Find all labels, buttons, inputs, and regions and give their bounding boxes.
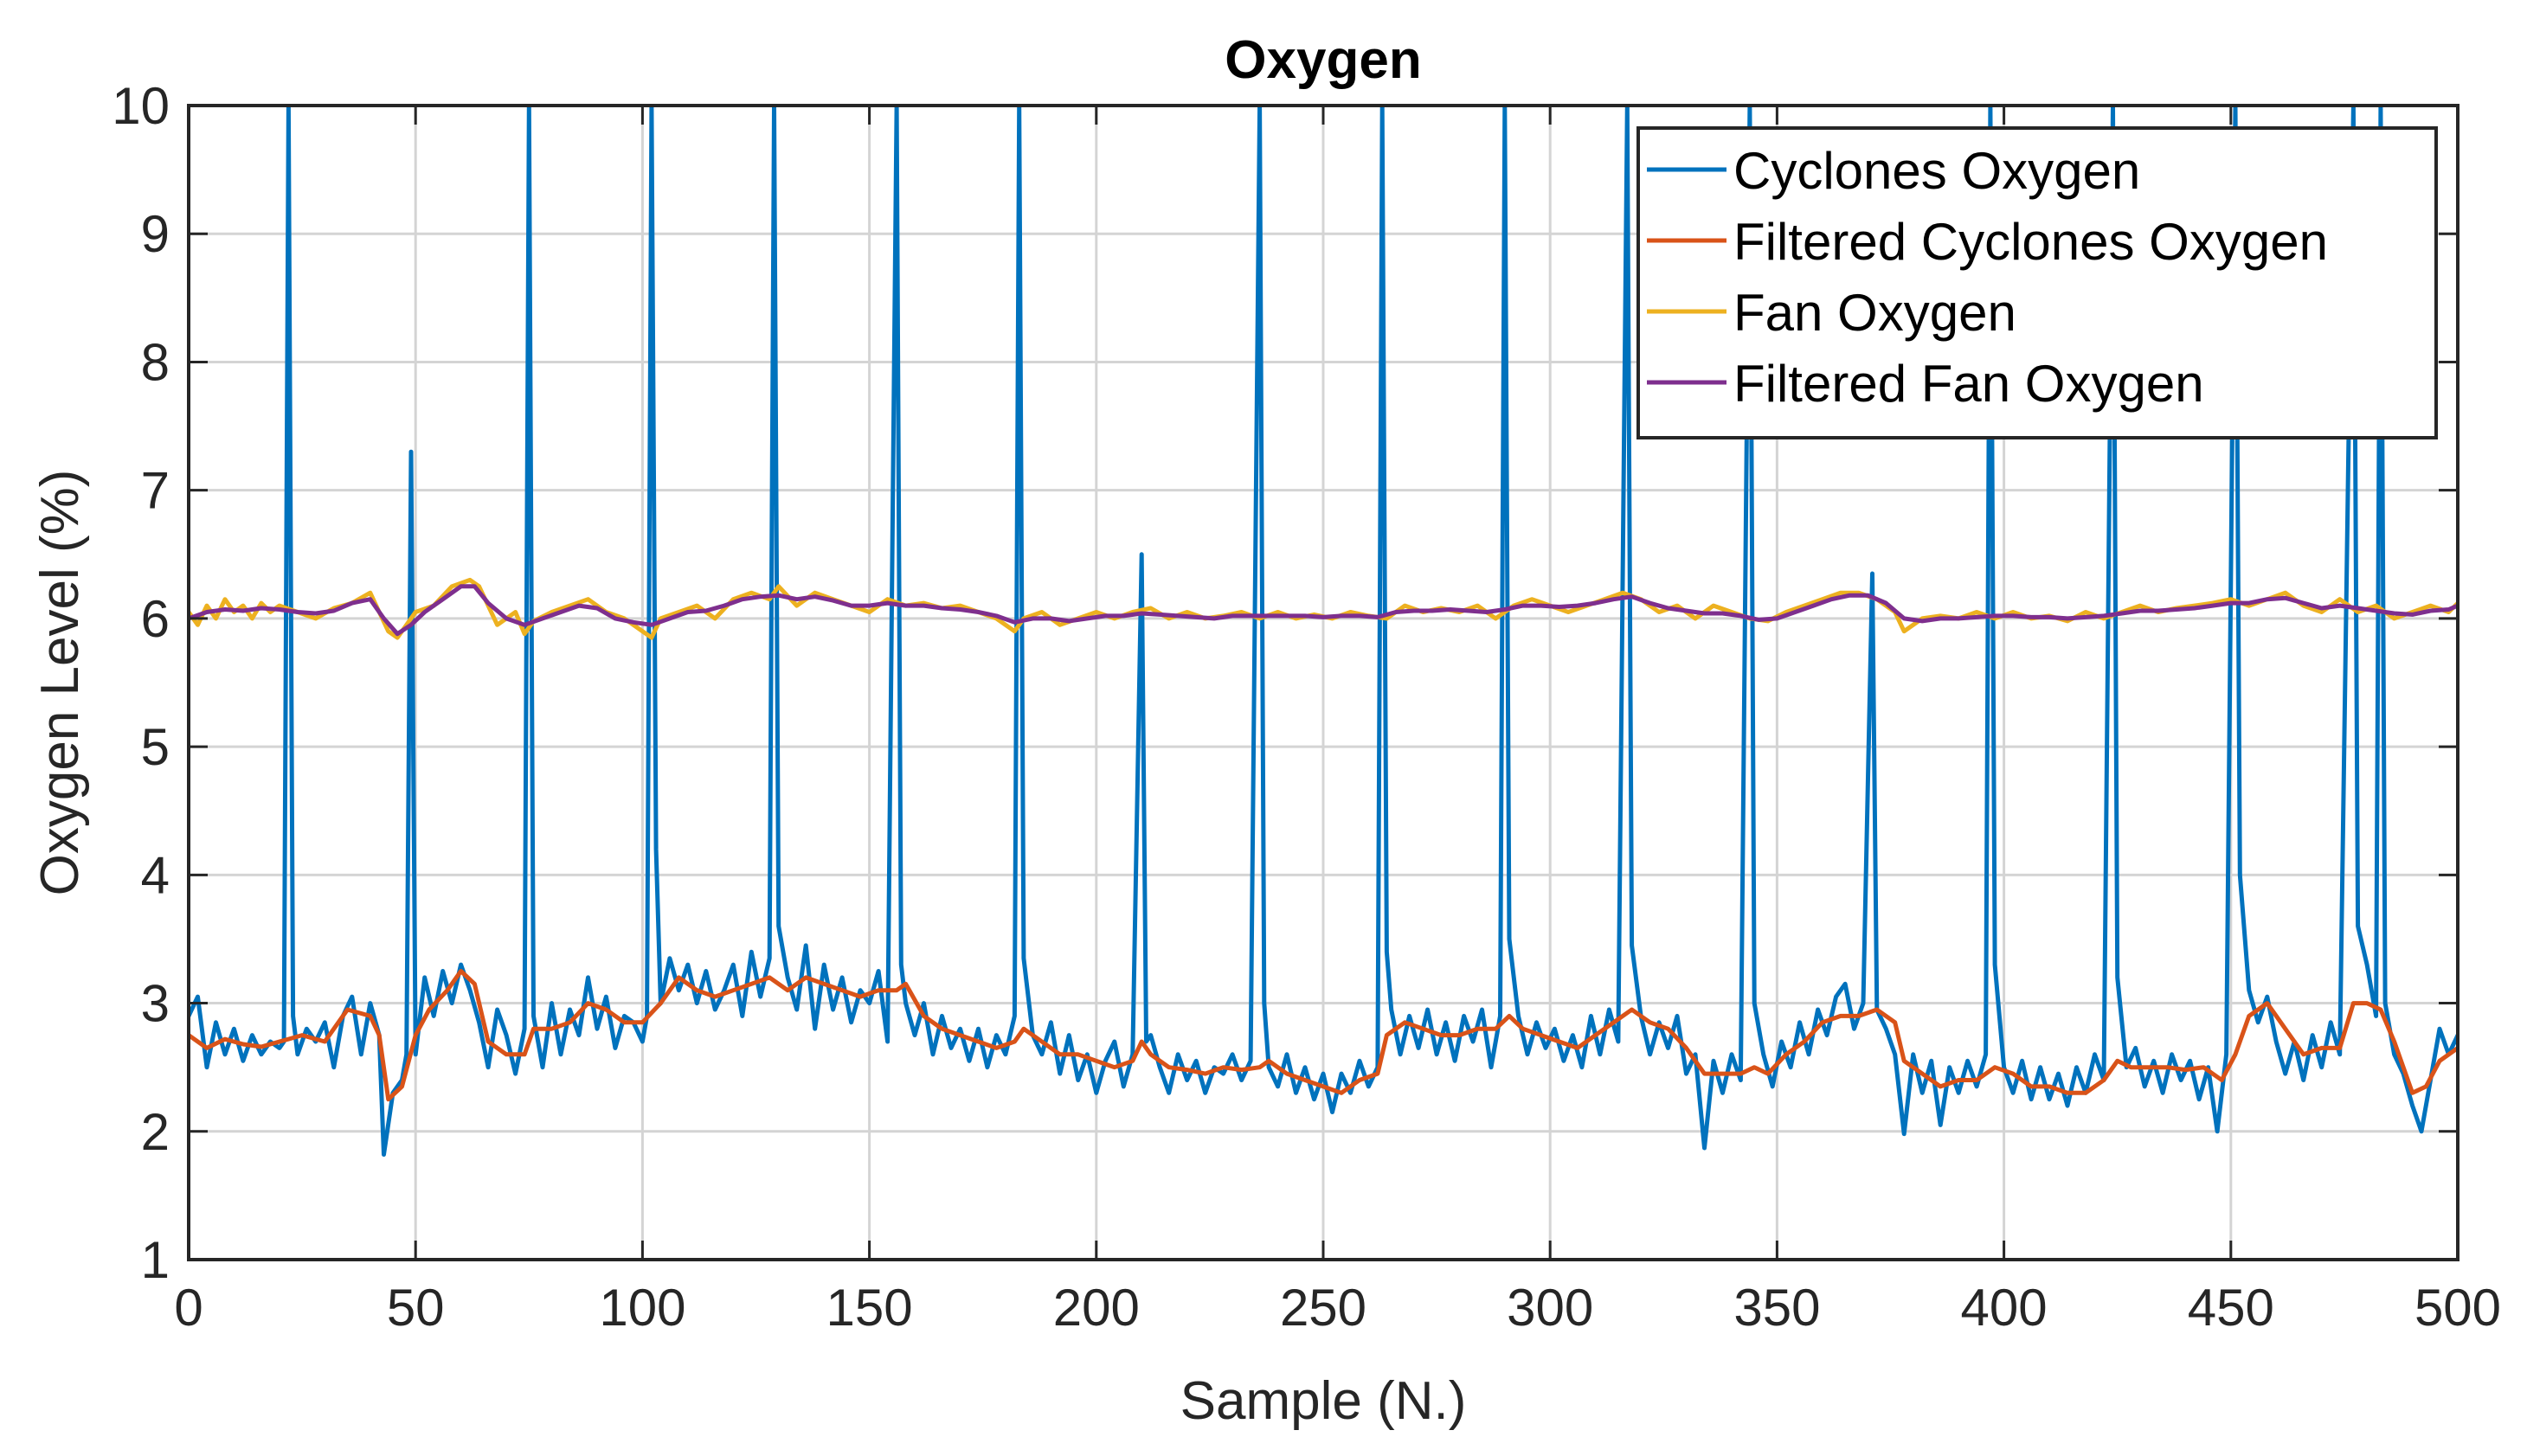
x-tick-label: 500: [2414, 1279, 2501, 1337]
y-tick-label: 10: [112, 77, 170, 135]
y-tick-label: 9: [141, 205, 170, 263]
legend-entries: Cyclones Oxygen Filtered Cyclones Oxygen F…: [1647, 142, 2328, 413]
y-tick-labels: 1 2 3 4 5 6 7 8 9 10: [112, 77, 170, 1289]
y-tick-label: 7: [141, 462, 170, 520]
legend-label-fan-oxygen: Fan Oxygen: [1733, 284, 2016, 342]
y-tick-label: 8: [141, 333, 170, 391]
x-tick-label: 450: [2188, 1279, 2274, 1337]
legend-label-cyclones-oxygen: Cyclones Oxygen: [1733, 142, 2140, 200]
x-tick-label: 250: [1280, 1279, 1366, 1337]
y-tick-label: 4: [141, 846, 170, 904]
x-axis-label: Sample (N.): [1180, 1371, 1467, 1431]
series-line-filtered-cyclones-oxygen: [189, 969, 2458, 1102]
y-tick-label: 5: [141, 718, 170, 776]
y-tick-label: 3: [141, 975, 170, 1033]
x-tick-labels: 0 50 100 150 200 250 300 350 400 450 500: [174, 1279, 2501, 1337]
x-tick-label: 300: [1507, 1279, 1593, 1337]
legend-label-filtered-fan-oxygen: Filtered Fan Oxygen: [1733, 355, 2204, 413]
legend-label-filtered-cyclones-oxygen: Filtered Cyclones Oxygen: [1733, 213, 2328, 271]
x-tick-label: 0: [174, 1279, 203, 1337]
series-line-filtered-fan-oxygen: [189, 584, 2458, 637]
y-tick-label: 2: [141, 1103, 170, 1161]
x-tick-label: 200: [1053, 1279, 1140, 1337]
legend: Cyclones Oxygen Filtered Cyclones Oxygen F…: [1636, 126, 2438, 439]
x-tick-label: 100: [599, 1279, 685, 1337]
legend-box: [1636, 126, 2438, 439]
x-tick-label: 50: [387, 1279, 445, 1337]
series-layer: [189, 106, 2458, 1157]
y-tick-label: 1: [141, 1231, 170, 1289]
x-tick-label: 150: [826, 1279, 913, 1337]
x-tick-label: 350: [1733, 1279, 1820, 1337]
chart-title: Oxygen: [1225, 30, 1421, 90]
x-tick-label: 400: [1961, 1279, 2048, 1337]
y-tick-label: 6: [141, 590, 170, 648]
y-axis-label: Oxygen Level (%): [30, 470, 90, 896]
tick-marks: [187, 104, 2459, 1261]
